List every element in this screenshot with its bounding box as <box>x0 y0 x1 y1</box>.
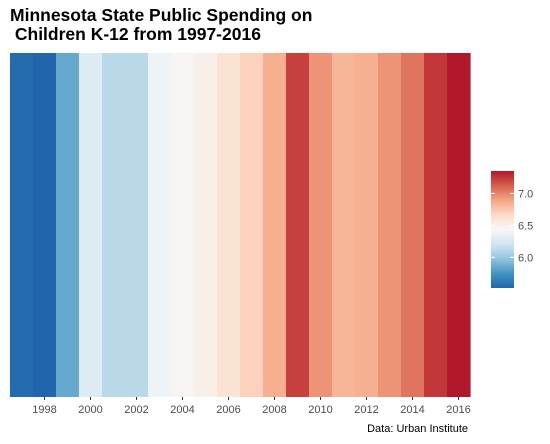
stripe-2010 <box>309 53 333 397</box>
stripe-1998 <box>33 53 57 397</box>
legend-tick-label: 6.5 <box>518 220 533 232</box>
stripe-2000 <box>79 53 103 397</box>
x-tick-label: 1998 <box>32 404 56 416</box>
stripe-2016 <box>447 53 471 397</box>
x-axis: 1998 2000 2002 2004 2006 2008 2010 2012 2014 2016 <box>32 397 471 416</box>
stripe-1999 <box>56 53 80 397</box>
stripe-2001 <box>102 53 126 397</box>
stripe-2008 <box>263 53 287 397</box>
color-legend: 6.0 6.5 7.0 <box>491 171 533 288</box>
stripe-2015 <box>424 53 448 397</box>
stripe-1997 <box>10 53 34 397</box>
x-tick-label: 2014 <box>400 404 424 416</box>
stripe-2011 <box>332 53 356 397</box>
x-tick-label: 2010 <box>308 404 332 416</box>
chart-title: Minnesota State Public Spending on Child… <box>10 5 313 44</box>
stripe-2004 <box>171 53 195 397</box>
x-tick-label: 2002 <box>124 404 148 416</box>
stripe-2005 <box>194 53 218 397</box>
stripe-2012 <box>355 53 379 397</box>
legend-tick-label: 6.0 <box>518 252 533 264</box>
stripe-2009 <box>286 53 310 397</box>
stripe-2006 <box>217 53 241 397</box>
stripe-2002 <box>125 53 149 397</box>
legend-colorbar <box>491 171 514 288</box>
chart-caption: Data: Urban Institute <box>367 423 468 435</box>
stripe-2014 <box>401 53 425 397</box>
stripe-2007 <box>240 53 264 397</box>
x-tick-label: 2004 <box>170 404 194 416</box>
stripe-2013 <box>378 53 402 397</box>
x-tick-label: 2008 <box>262 404 286 416</box>
stripe-2003 <box>148 53 172 397</box>
x-tick-label: 2012 <box>354 404 378 416</box>
x-tick-label: 2016 <box>446 404 470 416</box>
legend-tick-label: 7.0 <box>518 188 533 200</box>
stripes <box>10 53 471 397</box>
x-tick-label: 2000 <box>78 404 102 416</box>
x-tick-label: 2006 <box>216 404 240 416</box>
